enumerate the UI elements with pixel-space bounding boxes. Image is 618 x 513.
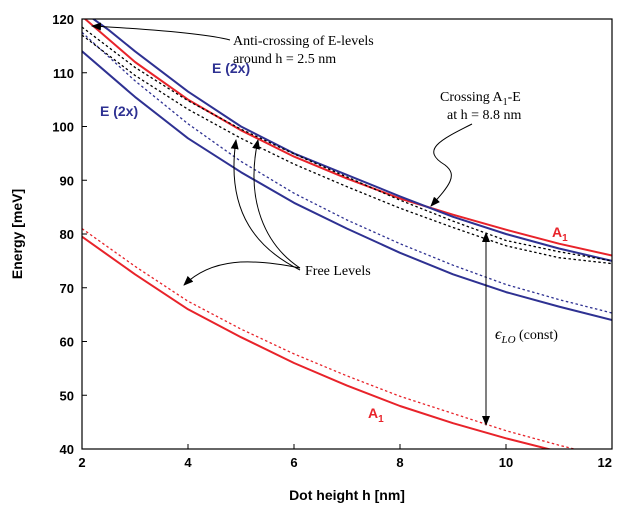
free-levels-arrow-1 [230, 139, 301, 271]
series-line-e-free [82, 31, 612, 314]
anticrossing-arrow [91, 22, 231, 41]
free-levels-arrow-3 [183, 261, 301, 286]
a1-upper-main: A [552, 224, 562, 240]
annotation-anticrossing-line2: around h = 2.5 nm [233, 52, 336, 67]
elo-const: (const) [516, 328, 559, 343]
series-label-a1-lower: A1 [368, 405, 384, 425]
series-label-e-lower: E (2x) [100, 103, 138, 119]
y-axis-title: Energy [meV] [9, 189, 25, 279]
elo-sub: LO [500, 334, 515, 346]
a1-lower-main: A [368, 405, 378, 421]
x-tick-label: 4 [184, 455, 192, 470]
y-tick-label: 60 [60, 335, 74, 350]
series-line-e-lower [82, 50, 612, 321]
crossing-a: Crossing A [440, 90, 504, 105]
elo-symbol: ϵ [495, 326, 502, 343]
crossing-sub: 1 [503, 97, 508, 108]
crossing-b: -E [508, 90, 521, 105]
a1-upper-sub: 1 [562, 233, 568, 244]
series-line-a1-upper [83, 19, 612, 257]
series-line-black-free-1 [82, 26, 612, 262]
series-label-a1-upper: A1 [552, 224, 568, 244]
a1-lower-sub: 1 [378, 414, 384, 425]
plot-frame [81, 18, 613, 450]
annotation-crossing-line2: at h = 8.8 nm [447, 108, 521, 123]
ticks-layer: 2 4 6 8 10 12 40 50 60 70 80 90 100 110 120 [52, 12, 613, 470]
annotation-elo: ϵLO (const) [495, 326, 558, 346]
y-tick-label: 120 [52, 12, 74, 27]
x-tick-label: 8 [396, 455, 403, 470]
series-label-e-upper: E (2x) [212, 60, 250, 76]
free-levels-arrow-2 [252, 139, 301, 269]
x-tick-label: 2 [78, 455, 85, 470]
x-tick-label: 12 [598, 455, 612, 470]
crossing-arrow [430, 123, 473, 207]
y-tick-label: 90 [60, 173, 74, 188]
y-tick-label: 80 [60, 227, 74, 242]
y-tick-label: 100 [52, 120, 74, 135]
series-line-a1-lower-free [82, 228, 577, 449]
x-tick-label: 10 [499, 455, 513, 470]
series-line-e-upper [91, 19, 612, 262]
annotation-free-levels: Free Levels [305, 264, 371, 279]
y-tick-label: 40 [60, 442, 74, 457]
y-tick-label: 110 [53, 66, 74, 81]
x-tick-label: 6 [290, 455, 297, 470]
series-layer [82, 19, 612, 449]
x-axis-title: Dot height h [nm] [289, 487, 405, 503]
annotation-crossing-line1: Crossing A1-E [440, 90, 521, 108]
series-line-a1-lower [82, 235, 553, 449]
y-tick-label: 70 [60, 281, 74, 296]
series-line-black-free-2 [82, 34, 612, 265]
annotation-anticrossing-line1: Anti-crossing of E-levels [233, 34, 374, 49]
y-tick-label: 50 [60, 388, 74, 403]
